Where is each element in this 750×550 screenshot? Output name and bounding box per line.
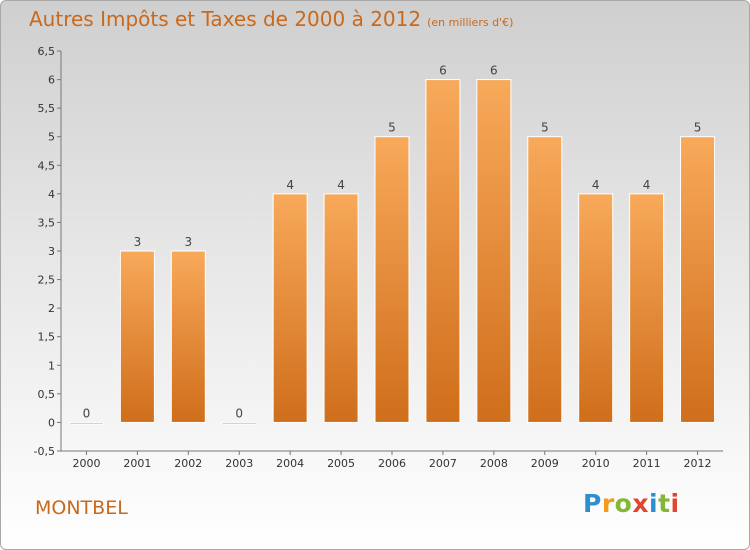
bar <box>68 421 104 425</box>
value-label: 3 <box>184 235 192 249</box>
x-tick-label: 2005 <box>327 457 355 470</box>
y-tick-label: 5 <box>48 131 55 144</box>
x-tick-label: 2006 <box>378 457 406 470</box>
y-tick-label: 3,5 <box>38 216 56 229</box>
logo-letter: o <box>614 489 633 518</box>
x-tick-label: 2002 <box>174 457 202 470</box>
x-tick-label: 2000 <box>72 457 100 470</box>
logo-letter: i <box>670 489 680 518</box>
x-tick-label: 2009 <box>531 457 559 470</box>
x-tick-label: 2010 <box>582 457 610 470</box>
value-label: 5 <box>541 121 549 135</box>
value-label: 4 <box>337 178 345 192</box>
bar <box>425 79 461 423</box>
logo-letter: t <box>658 489 671 518</box>
chart-axes: -0,5 0 0,5 1 1,5 2 2,5 3 3,5 4 4,5 5 5,5 6 6,5 2000 2001… <box>34 45 723 470</box>
value-label: 3 <box>134 235 142 249</box>
y-tick-label: 1 <box>48 359 55 372</box>
bar <box>476 79 512 423</box>
chart-title: Autres Impôts et Taxes de 2000 à 2012 (en… <box>29 7 513 31</box>
bar <box>272 193 308 423</box>
y-tick-label: 6,5 <box>38 45 56 58</box>
value-label: 4 <box>286 178 294 192</box>
logo-letter: P <box>583 489 602 518</box>
value-label: 0 <box>235 406 243 420</box>
bar <box>119 250 155 423</box>
chart-subtitle: (en milliers d'€) <box>427 16 514 29</box>
logo-letter: x <box>632 489 649 518</box>
x-tick-label: 2001 <box>123 457 151 470</box>
y-tick-label: 2,5 <box>38 274 56 287</box>
logo-letter: i <box>649 489 659 518</box>
place-name: MONTBEL <box>35 497 128 519</box>
x-tick-label: 2003 <box>225 457 253 470</box>
x-tick-label: 2004 <box>276 457 304 470</box>
value-label: 4 <box>643 178 651 192</box>
proxiti-logo[interactable]: Proxiti <box>583 489 680 518</box>
logo-letter: r <box>601 489 615 518</box>
y-tick-label: -0,5 <box>34 445 55 458</box>
bar <box>629 193 665 423</box>
y-tick-label: 4 <box>48 188 55 201</box>
bar <box>527 136 563 423</box>
bar <box>578 193 614 423</box>
chart-bars <box>68 79 716 425</box>
x-tick-label: 2007 <box>429 457 457 470</box>
x-tick-label: 2011 <box>633 457 661 470</box>
y-tick-label: 4,5 <box>38 159 56 172</box>
value-label: 5 <box>694 121 702 135</box>
x-tick-label: 2012 <box>684 457 712 470</box>
y-tick-label: 1,5 <box>38 331 56 344</box>
chart-title-text: Autres Impôts et Taxes de 2000 à 2012 <box>29 7 422 31</box>
y-tick-label: 3 <box>48 245 55 258</box>
bar <box>374 136 410 423</box>
bar <box>170 250 206 423</box>
y-tick-label: 6 <box>48 74 55 87</box>
y-tick-label: 0 <box>48 416 55 429</box>
y-tick-label: 5,5 <box>38 102 56 115</box>
y-tick-label: 2 <box>48 302 55 315</box>
value-label: 6 <box>439 64 447 78</box>
x-tick-label: 2008 <box>480 457 508 470</box>
y-tick-label: 0,5 <box>38 388 56 401</box>
value-label: 6 <box>490 64 498 78</box>
chart-labels: 0 3 3 0 4 4 5 6 6 5 4 4 5 <box>83 64 702 421</box>
bar <box>221 421 257 425</box>
bar <box>680 136 716 423</box>
value-label: 0 <box>83 406 91 420</box>
value-label: 4 <box>592 178 600 192</box>
bar <box>323 193 359 423</box>
value-label: 5 <box>388 121 396 135</box>
